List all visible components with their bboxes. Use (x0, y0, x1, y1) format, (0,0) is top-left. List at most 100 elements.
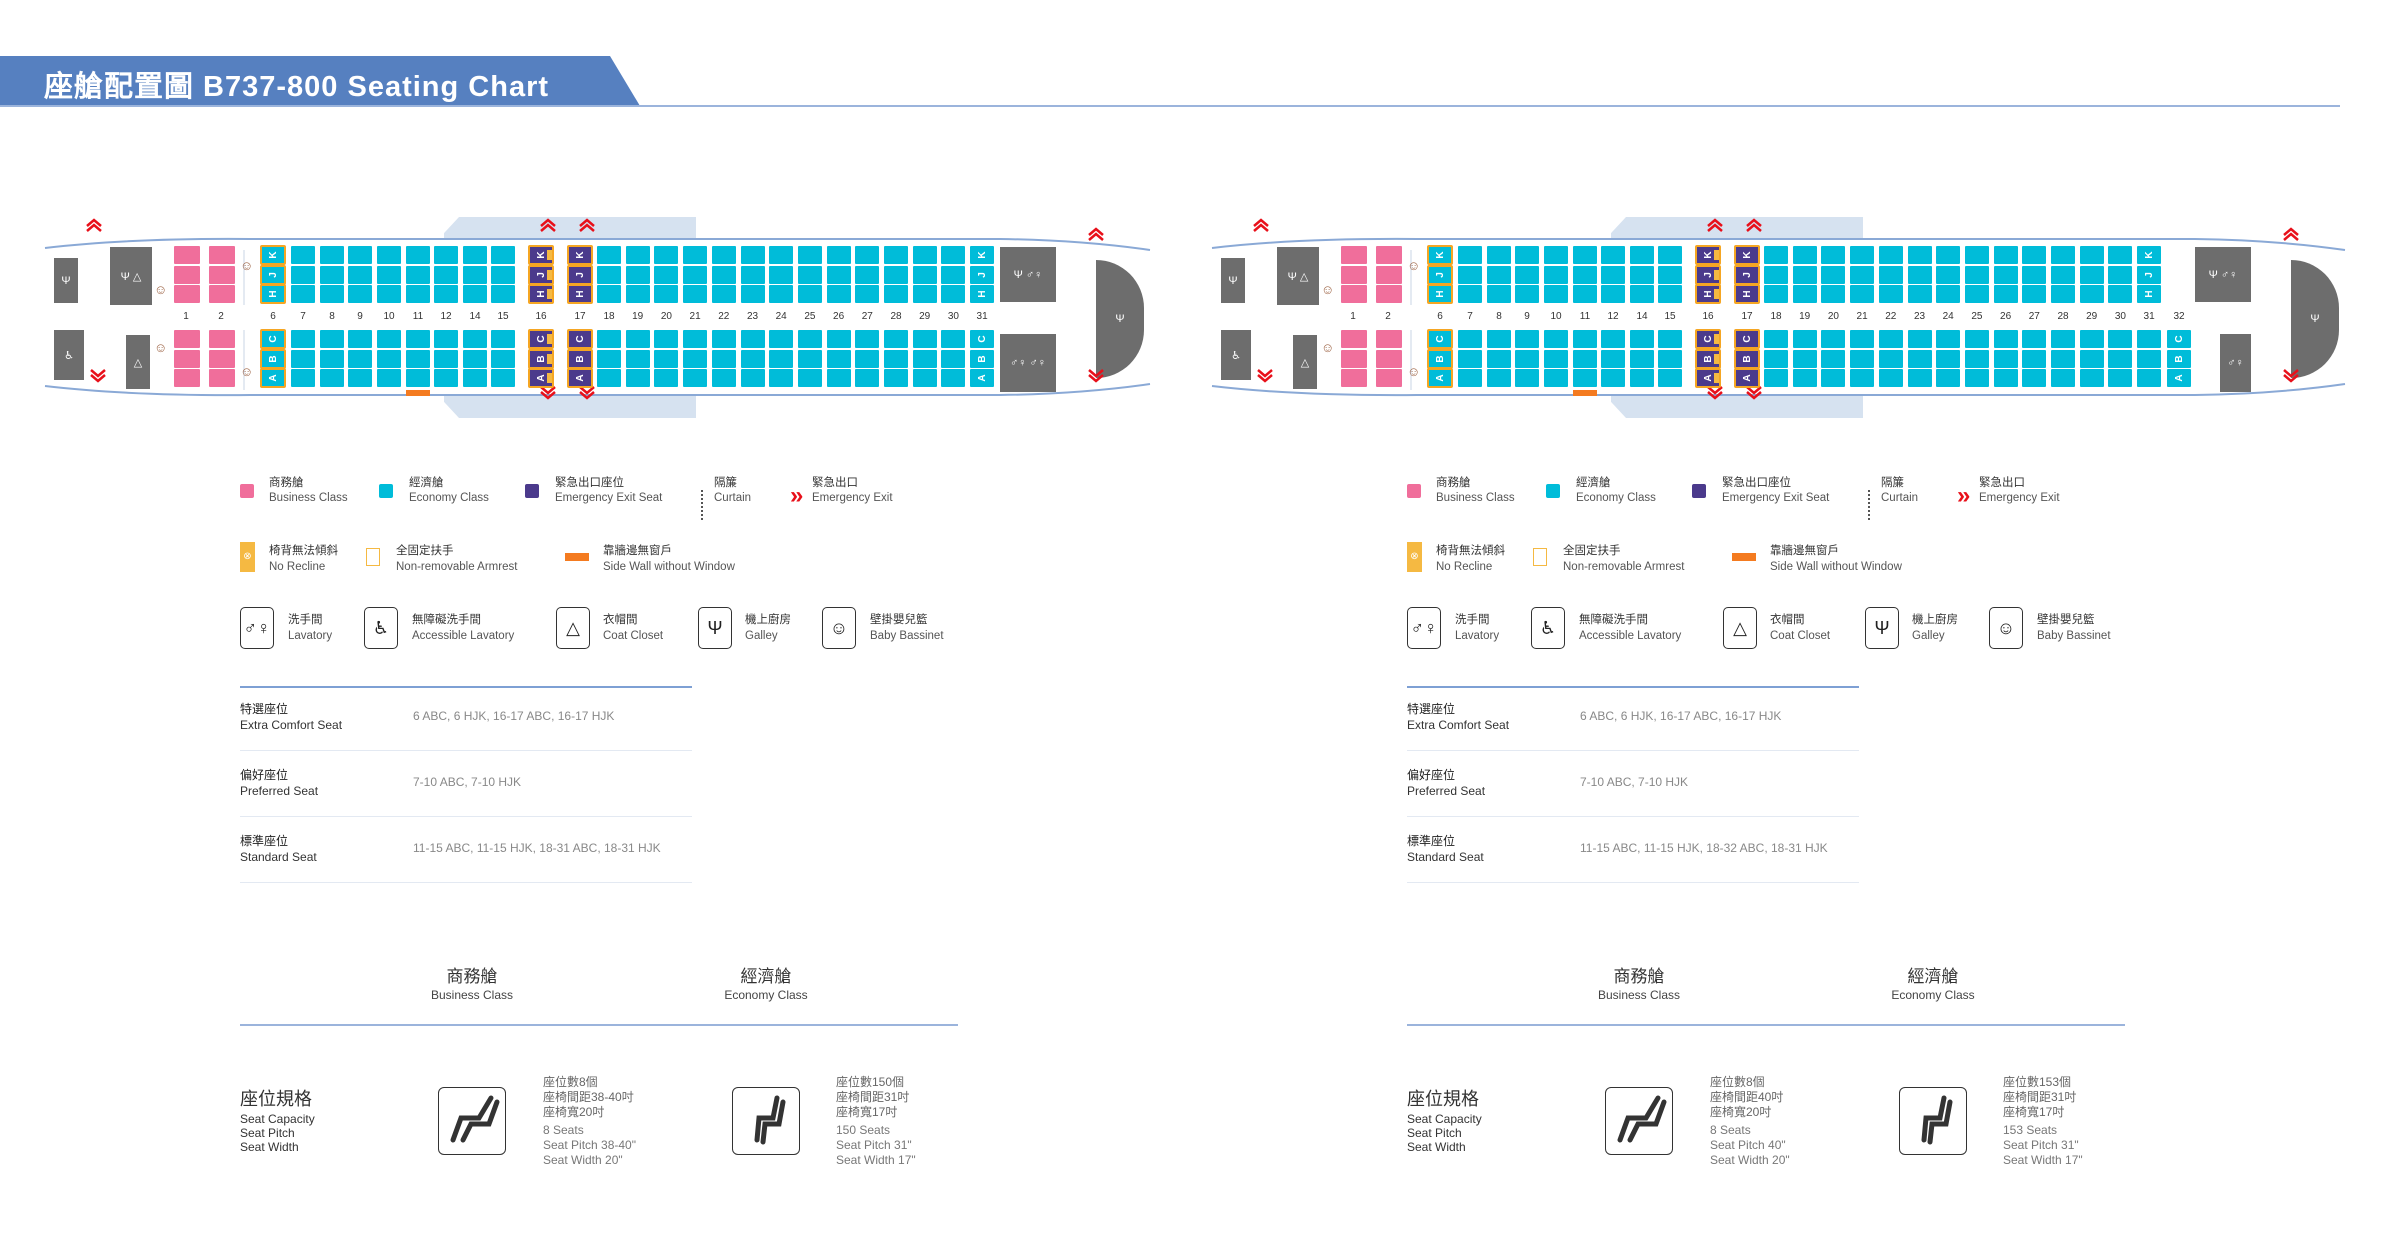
seat-12H[interactable] (434, 285, 458, 303)
seat-17K[interactable]: K (567, 245, 593, 265)
seat-16B[interactable]: B (528, 348, 554, 369)
seat-20K[interactable] (654, 246, 679, 264)
seat-2K[interactable] (209, 246, 235, 264)
seat-29J[interactable] (2079, 265, 2104, 284)
seat-22C[interactable] (711, 330, 736, 348)
seat-17J[interactable]: J (567, 264, 593, 285)
seat-19H[interactable] (1792, 285, 1817, 303)
seat-20B[interactable] (1821, 349, 1846, 368)
seat-21A[interactable] (683, 369, 708, 387)
seat-26K[interactable] (1993, 246, 2018, 264)
seat-2H[interactable] (209, 285, 235, 303)
seat-14B[interactable] (463, 349, 487, 368)
seat-31K[interactable]: K (970, 246, 995, 264)
seat-19C[interactable] (625, 330, 650, 348)
seat-8C[interactable] (1487, 330, 1511, 348)
seat-6B[interactable]: B (1427, 348, 1453, 369)
seat-18B[interactable] (597, 349, 621, 368)
seat-12K[interactable] (1601, 246, 1625, 264)
seat-14C[interactable] (463, 330, 487, 348)
seat-32C[interactable]: C (2167, 330, 2191, 348)
seat-23H[interactable] (740, 285, 765, 303)
seat-1A[interactable] (174, 369, 200, 387)
seat-27A[interactable] (855, 369, 880, 387)
seat-28B[interactable] (884, 349, 908, 368)
seat-7B[interactable] (291, 349, 315, 368)
seat-25K[interactable] (1964, 246, 1989, 264)
seat-2A[interactable] (1376, 369, 1402, 387)
seat-10J[interactable] (377, 265, 401, 284)
seat-8B[interactable] (320, 349, 344, 368)
seat-2K[interactable] (1376, 246, 1402, 264)
seat-23C[interactable] (1907, 330, 1932, 348)
seat-16A[interactable]: A (1695, 368, 1721, 388)
seat-28K[interactable] (2051, 246, 2075, 264)
seat-8C[interactable] (320, 330, 344, 348)
seat-23C[interactable] (740, 330, 765, 348)
seat-14K[interactable] (463, 246, 487, 264)
seat-17K[interactable]: K (1734, 245, 1760, 265)
seat-17B[interactable]: B (567, 348, 593, 369)
seat-21J[interactable] (1850, 265, 1875, 284)
seat-1H[interactable] (1341, 285, 1367, 303)
seat-9A[interactable] (1515, 369, 1539, 387)
seat-10A[interactable] (1544, 369, 1568, 387)
seat-28H[interactable] (2051, 285, 2075, 303)
seat-8K[interactable] (1487, 246, 1511, 264)
seat-10B[interactable] (377, 349, 401, 368)
seat-24C[interactable] (1936, 330, 1961, 348)
seat-14H[interactable] (463, 285, 487, 303)
seat-15C[interactable] (491, 330, 515, 348)
seat-27B[interactable] (855, 349, 880, 368)
seat-30H[interactable] (941, 285, 966, 303)
seat-14J[interactable] (1630, 265, 1654, 284)
seat-29C[interactable] (912, 330, 937, 348)
seat-32A[interactable]: A (2167, 369, 2191, 387)
seat-20A[interactable] (1821, 369, 1846, 387)
seat-2B[interactable] (1376, 349, 1402, 368)
seat-10B[interactable] (1544, 349, 1568, 368)
seat-2C[interactable] (1376, 330, 1402, 348)
seat-30K[interactable] (2108, 246, 2133, 264)
seat-22J[interactable] (1878, 265, 1903, 284)
seat-11K[interactable] (406, 246, 430, 264)
seat-11K[interactable] (1573, 246, 1597, 264)
seat-15K[interactable] (1658, 246, 1682, 264)
seat-31C[interactable] (2137, 330, 2162, 348)
seat-1B[interactable] (174, 349, 200, 368)
seat-21B[interactable] (1850, 349, 1875, 368)
seat-10C[interactable] (377, 330, 401, 348)
seat-23H[interactable] (1907, 285, 1932, 303)
seat-18A[interactable] (597, 369, 621, 387)
seat-29K[interactable] (2079, 246, 2104, 264)
seat-26B[interactable] (1993, 349, 2018, 368)
seat-27K[interactable] (2022, 246, 2047, 264)
seat-20A[interactable] (654, 369, 679, 387)
seat-9H[interactable] (348, 285, 372, 303)
seat-22K[interactable] (1878, 246, 1903, 264)
seat-14H[interactable] (1630, 285, 1654, 303)
seat-19H[interactable] (625, 285, 650, 303)
seat-22J[interactable] (711, 265, 736, 284)
seat-2J[interactable] (1376, 265, 1402, 284)
seat-15B[interactable] (491, 349, 515, 368)
seat-21J[interactable] (683, 265, 708, 284)
seat-11H[interactable] (1573, 285, 1597, 303)
seat-26A[interactable] (1993, 369, 2018, 387)
seat-20H[interactable] (654, 285, 679, 303)
seat-25K[interactable] (797, 246, 822, 264)
seat-17C[interactable]: C (567, 329, 593, 349)
seat-1J[interactable] (174, 265, 200, 284)
seat-1C[interactable] (174, 330, 200, 348)
seat-18B[interactable] (1764, 349, 1788, 368)
seat-2B[interactable] (209, 349, 235, 368)
seat-18A[interactable] (1764, 369, 1788, 387)
seat-27K[interactable] (855, 246, 880, 264)
seat-30B[interactable] (2108, 349, 2133, 368)
seat-7C[interactable] (1458, 330, 1482, 348)
seat-6C[interactable]: C (260, 329, 286, 349)
seat-23A[interactable] (740, 369, 765, 387)
seat-6H[interactable]: H (260, 284, 286, 304)
seat-15C[interactable] (1658, 330, 1682, 348)
seat-7C[interactable] (291, 330, 315, 348)
